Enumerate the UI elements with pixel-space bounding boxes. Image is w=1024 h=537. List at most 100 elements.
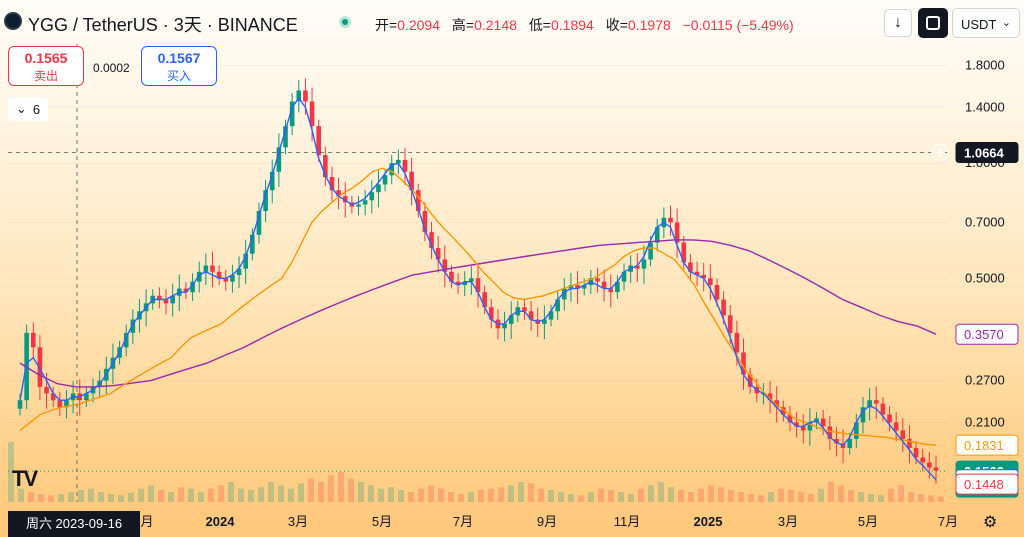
buy-button[interactable]: 0.1567 买入	[141, 46, 217, 86]
candle-body	[747, 374, 753, 387]
x-tick-label: 9月	[537, 514, 557, 529]
candle-body	[382, 175, 388, 185]
candle-body	[727, 315, 733, 333]
x-tick-label: 5月	[858, 514, 878, 529]
candle-body	[827, 426, 833, 439]
candle-body	[900, 430, 906, 439]
volume-bar	[58, 494, 64, 502]
ygg-logo-icon[interactable]	[4, 12, 22, 30]
volume-bar	[418, 488, 424, 502]
change-value: −0.0115 (−5.49%)	[682, 17, 794, 33]
candle-body	[183, 288, 189, 293]
volume-bar	[178, 487, 184, 502]
candle-body	[336, 190, 341, 197]
sell-price: 0.1565	[24, 50, 68, 66]
volume-bar	[328, 475, 334, 502]
candle-body	[170, 295, 175, 304]
candle-body	[429, 232, 434, 249]
volume-bar	[538, 488, 544, 502]
volume-bar	[728, 490, 734, 502]
volume-bar	[108, 494, 114, 502]
candle-body	[462, 281, 468, 286]
high-value: 0.2148	[474, 17, 517, 33]
close-value: 0.1978	[627, 17, 671, 33]
volume-bar	[348, 478, 354, 502]
candle-body	[561, 288, 567, 300]
candle-body	[575, 285, 580, 289]
candle-body	[269, 171, 275, 191]
volume-bar	[28, 492, 34, 502]
candle-body	[781, 407, 786, 415]
candle-body	[342, 196, 348, 203]
candle-body	[256, 210, 262, 235]
volume-bar	[798, 492, 804, 502]
symbol-title[interactable]: YGG / TetherUS · 3天 · BINANCE	[28, 15, 298, 35]
volume-bar	[618, 492, 624, 502]
volume-bar	[248, 490, 254, 502]
candle-body	[488, 307, 494, 320]
volume-bar	[938, 496, 944, 502]
volume-bar	[848, 490, 854, 502]
volume-bar	[288, 488, 294, 502]
ma-short-line	[19, 96, 937, 481]
price-label-low	[955, 473, 1019, 495]
header-bar: YGG / TetherUS · 3天 · BINANCE 开=0.2094 高…	[0, 0, 1024, 44]
candle-body	[601, 281, 607, 289]
candles	[17, 78, 939, 484]
high-key: 高=	[451, 17, 475, 33]
volume-bar	[838, 485, 844, 502]
candle-body	[216, 271, 222, 279]
candle-body	[834, 438, 839, 444]
candle-body	[236, 268, 242, 276]
tradingview-logo-icon[interactable]: TV	[12, 466, 38, 491]
volume-bar	[468, 492, 474, 502]
volume-bar	[18, 488, 24, 502]
candle-body	[641, 259, 647, 269]
candle-body	[482, 292, 487, 308]
fullscreen-button[interactable]	[918, 8, 948, 38]
volume-bar	[508, 485, 514, 502]
volume-bar	[758, 495, 764, 502]
candle-body	[854, 422, 859, 439]
ma-long-line	[19, 239, 937, 388]
currency-select[interactable]: USDT ⌄	[952, 8, 1020, 38]
candle-body	[873, 400, 879, 404]
download-icon[interactable]: ↓	[884, 9, 912, 37]
candle-body	[774, 400, 780, 408]
candle-body	[701, 275, 706, 279]
candle-body	[415, 190, 421, 211]
candle-body	[522, 307, 527, 312]
plus-icon	[935, 147, 945, 158]
volume-bar	[98, 492, 104, 502]
price-label-ma-mid	[955, 434, 1019, 456]
gear-icon[interactable]: ⚙	[983, 514, 998, 531]
candle-body	[356, 204, 361, 207]
volume-bar	[198, 492, 204, 502]
volume-bar	[78, 490, 84, 502]
volume-bar	[298, 483, 304, 502]
candle-body	[654, 227, 660, 243]
chevron-down-icon: ⌄	[1001, 17, 1011, 29]
sell-button[interactable]: 0.1565 卖出	[8, 46, 84, 86]
price-label-text: 1.0664	[964, 146, 1005, 161]
candle-body	[196, 271, 202, 282]
candle-body	[409, 171, 414, 191]
candle-body	[542, 319, 547, 324]
candle-body	[309, 101, 315, 127]
volume-bar	[388, 487, 394, 502]
candle-body	[528, 311, 534, 320]
volume-bar	[368, 485, 374, 502]
volume-bar	[598, 488, 604, 502]
volume-bar	[258, 487, 264, 502]
candle-body	[475, 278, 481, 293]
candle-body	[449, 271, 454, 282]
price-label-text: 0.1448	[964, 477, 1004, 492]
candle-body	[867, 400, 872, 408]
buy-label: 买入	[166, 69, 191, 83]
candle-body	[847, 438, 853, 448]
candle-body	[708, 278, 713, 286]
indicators-toggle[interactable]: ⌄ 6	[8, 97, 48, 121]
open-key: 开=	[375, 17, 398, 33]
candle-body	[721, 299, 726, 316]
